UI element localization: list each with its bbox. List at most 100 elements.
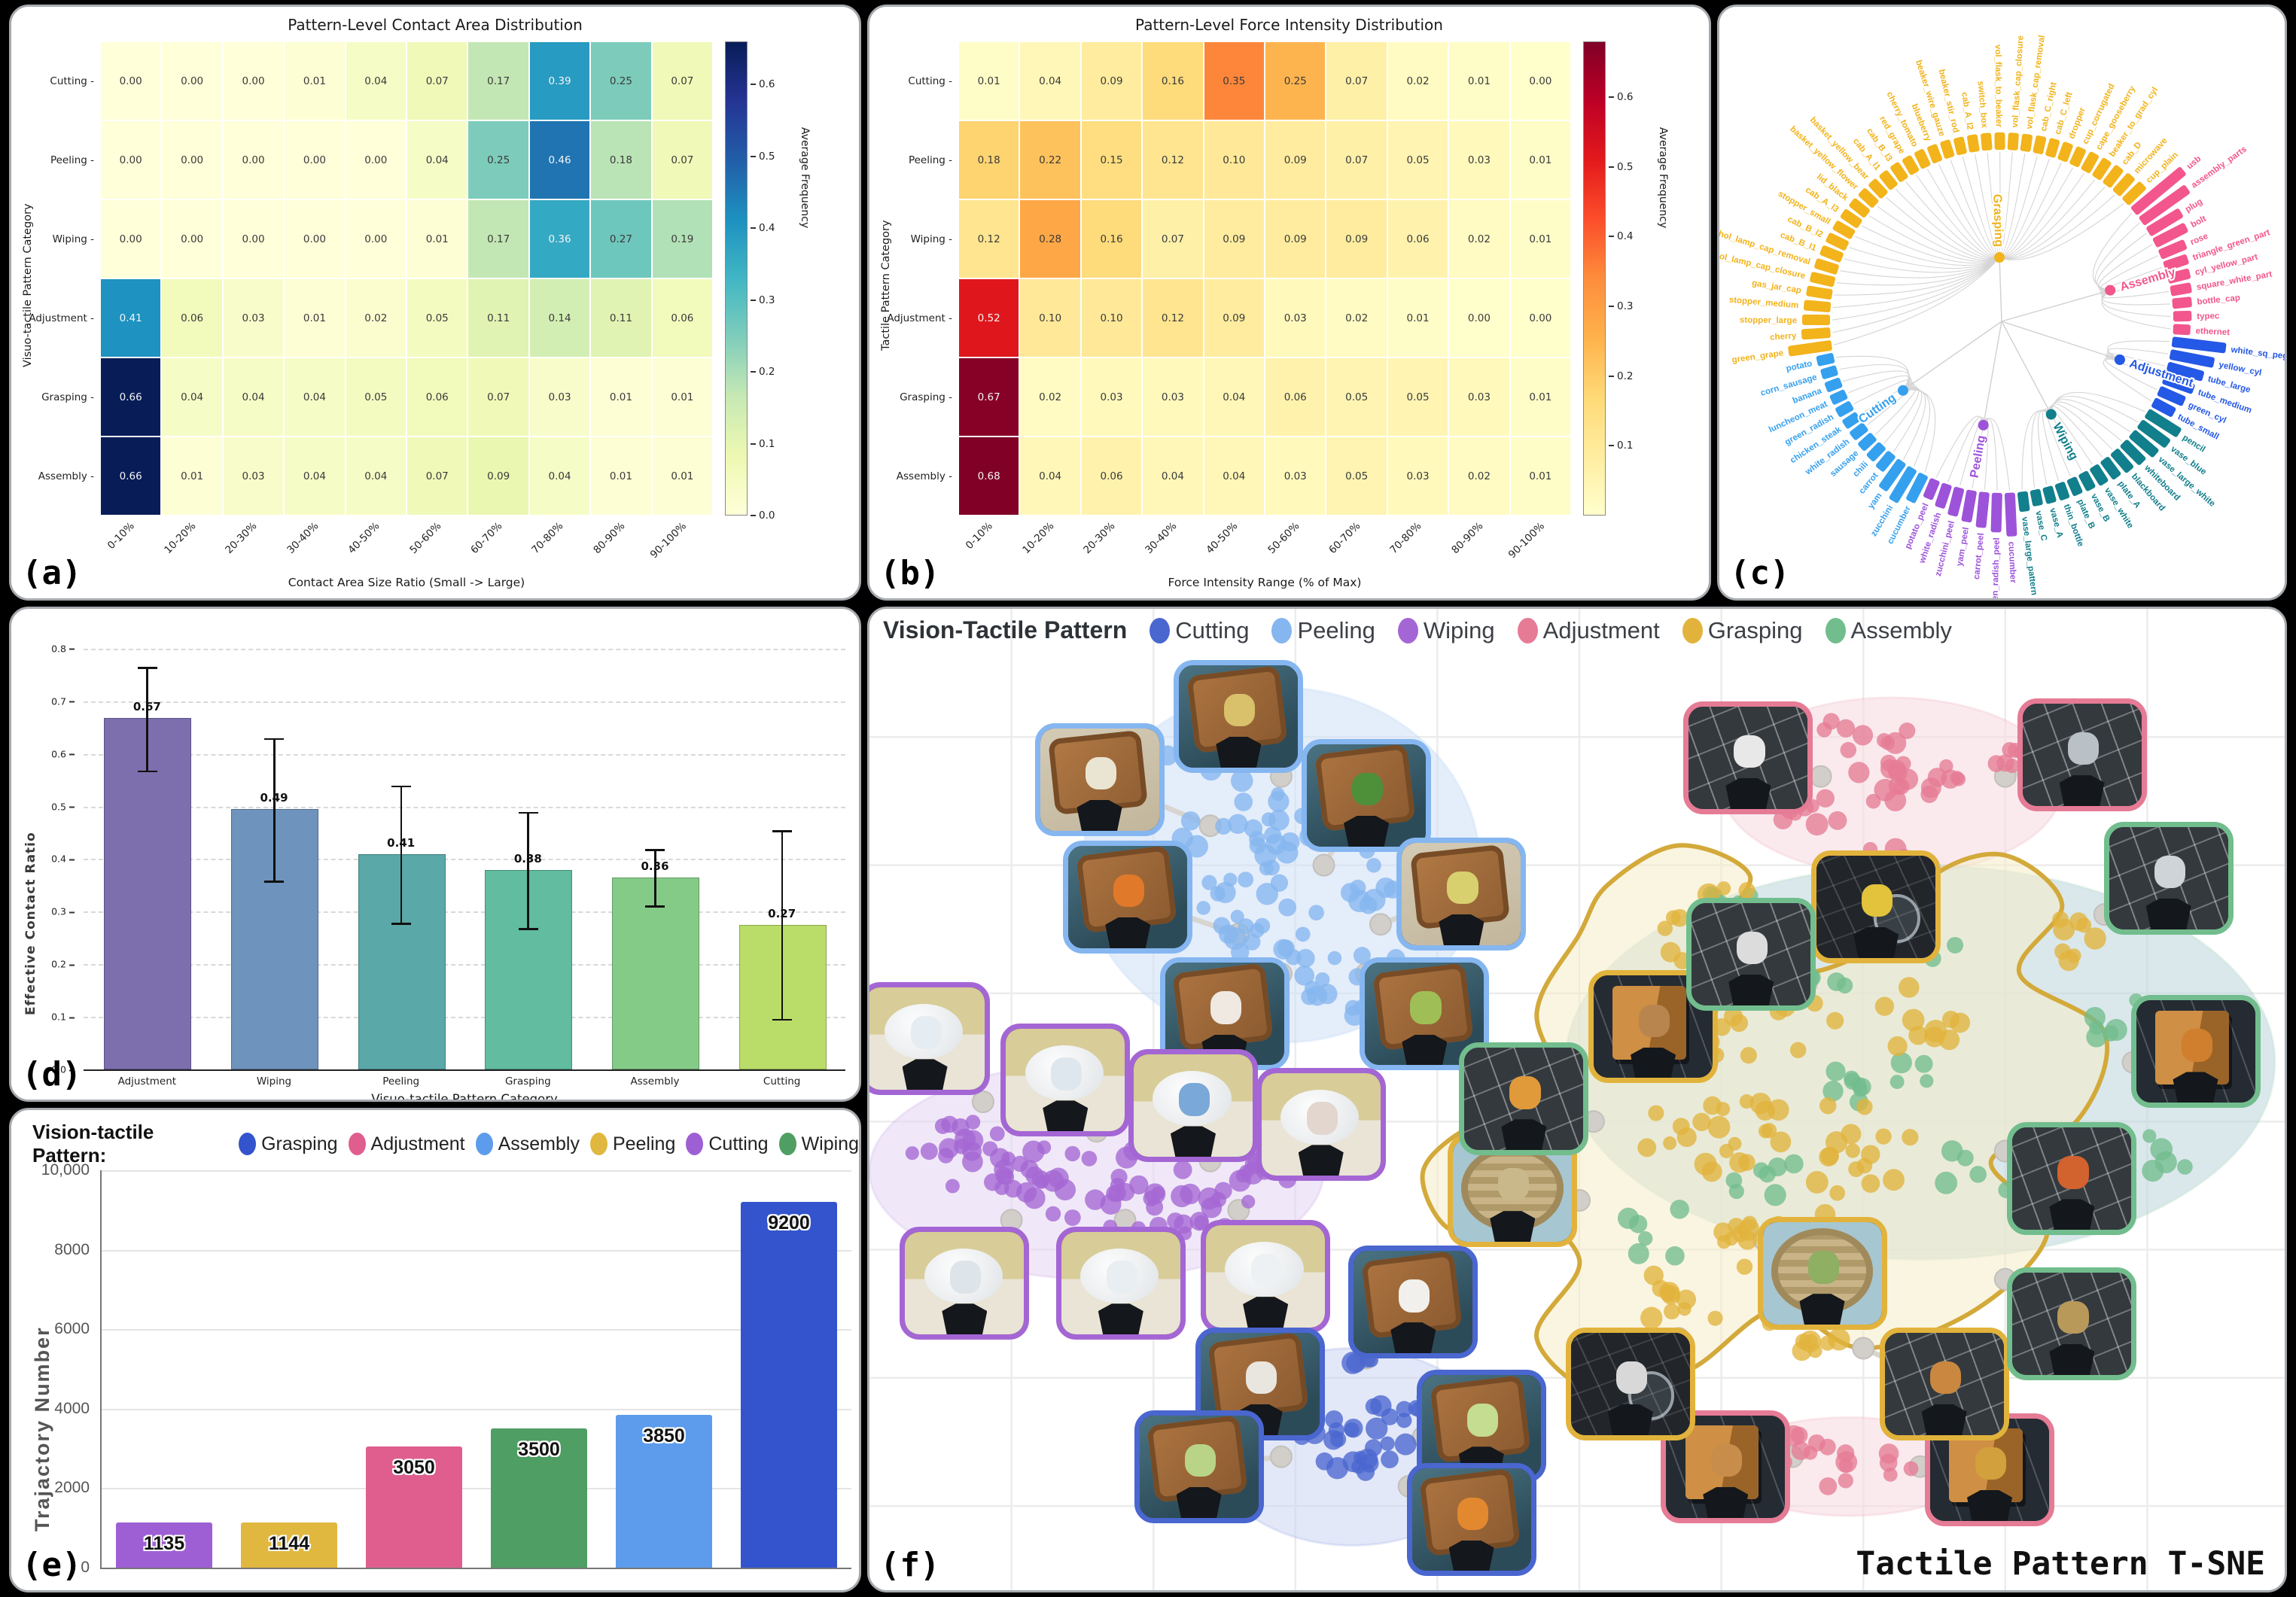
scatter-dot	[1738, 1154, 1755, 1171]
leaf-bar	[1829, 389, 1848, 405]
leaf-bar	[2100, 457, 2121, 480]
leaf-bar	[2137, 420, 2170, 448]
leaf-link	[1844, 257, 2000, 273]
leaf-bar	[1858, 433, 1877, 452]
leaf-link	[1999, 187, 2106, 259]
gripper-shape	[1105, 917, 1151, 948]
gripper-shape	[1076, 799, 1122, 831]
legend-dot	[239, 1133, 257, 1155]
heatmap-cell: 0.07	[1326, 41, 1387, 120]
tsne-thumbnail-wiping	[1201, 1219, 1331, 1333]
heatmap-cell: 0.10	[1080, 278, 1143, 357]
heatmap-cell: 0.00	[222, 120, 285, 199]
colorbar-tick: 0.4	[751, 222, 775, 234]
scene-object	[2067, 732, 2099, 765]
error-cap-bottom	[137, 770, 157, 773]
leaf-bar	[1953, 136, 1967, 156]
heatmap-cell: 0.04	[1019, 41, 1081, 120]
scatter-dot	[1805, 1171, 1829, 1194]
leaf-link	[1902, 388, 1931, 467]
heatmap-cell: 0.04	[345, 41, 407, 120]
scatter-dot	[1234, 792, 1253, 811]
leaf-bar	[2069, 146, 2086, 168]
leaf-link	[1983, 418, 2011, 491]
leaf-link	[1902, 388, 1926, 460]
leaf-bar	[2042, 485, 2057, 504]
leaf-bar	[1801, 327, 1831, 340]
tsne-thumbnail-assembly	[1686, 897, 1816, 1011]
heatmap-cell: 0.03	[1080, 357, 1143, 437]
heatmap-cell: 0.19	[651, 199, 714, 278]
error-bar	[645, 849, 665, 908]
scatter-dot	[1951, 772, 1966, 786]
row-label: Wiping -	[52, 233, 94, 245]
scatter-dot	[1676, 1289, 1697, 1310]
leaf-bar	[2129, 430, 2159, 458]
scatter-dot	[1703, 1096, 1722, 1115]
leaf-bar	[1820, 365, 1838, 379]
scatter-dot	[1828, 811, 1847, 830]
dendrogram-svg: green_grape cherry stopper_large stopper_me…	[1719, 35, 2285, 598]
x-tick-label: Wiping	[256, 1075, 292, 1087]
error-cap-top	[137, 667, 157, 669]
scatter-dot	[941, 1115, 958, 1133]
scatter-dot	[2086, 1027, 2107, 1048]
row-label: Wiping -	[910, 233, 952, 245]
bar	[241, 1522, 337, 1568]
leaf-group: vol_flask_cap_closure	[2007, 35, 2026, 151]
leaf-label: yam_peel	[1955, 527, 1971, 567]
scatter-dot	[1628, 1243, 1649, 1264]
bar-plot: 0.67 0.49 0.41 0.38 0.36 0.27	[84, 622, 845, 1071]
scatter-dot	[1956, 1149, 1974, 1167]
scatter-dot	[1768, 1157, 1787, 1177]
leaf-label: usb	[2185, 154, 2203, 171]
leaf-label: switch_box	[1976, 81, 1989, 129]
y-tick-label: 0.5	[51, 801, 75, 812]
heatmap-cell: 0.04	[1142, 437, 1204, 516]
legend-label: Grasping	[1707, 616, 1803, 643]
leaf-bar	[1806, 285, 1833, 300]
scatter-dot	[945, 1179, 960, 1194]
scatter-dot	[1914, 1054, 1933, 1073]
gripper-shape	[2145, 898, 2191, 929]
scene-object	[1929, 1361, 1961, 1395]
heatmap-grid: 0.01 0.04 0.09 0.16 0.35 0.25 0.07 0.02 0.01 0.00…	[958, 41, 1572, 516]
heatmap-cell: 0.01	[284, 41, 346, 120]
gripper-shape	[1439, 914, 1484, 945]
bar-value-label: 0.27	[768, 906, 796, 920]
scatter-dot	[1927, 768, 1947, 787]
heatmap-cell: 0.06	[1387, 199, 1449, 278]
scatter-dot	[1819, 1477, 1838, 1495]
heatmap-cell: 0.18	[958, 120, 1020, 199]
scatter-dot	[1268, 790, 1290, 813]
scatter-dot	[1037, 1140, 1052, 1154]
scatter-dot	[1323, 1430, 1344, 1450]
leaf-link	[2031, 409, 2052, 488]
scatter-dot	[1064, 1209, 1081, 1226]
cluster-node-dot	[2045, 409, 2057, 420]
leaf-label: cherry	[1770, 331, 1797, 342]
leaf-link	[1834, 257, 2000, 296]
heatmap-cell: 0.11	[590, 278, 652, 357]
leaf-link	[1983, 418, 1998, 491]
scatter-dot	[1694, 1152, 1717, 1176]
tsne-thumbnail-peeling	[1063, 840, 1193, 954]
leaf-bar	[2054, 482, 2070, 500]
leaf-bar	[1849, 198, 1870, 218]
cluster-node-dot	[2105, 284, 2116, 296]
scatter-dot	[1899, 977, 1920, 998]
cluster-label: Wiping	[2050, 421, 2080, 462]
heatmap-cell: 0.00	[100, 199, 162, 278]
legend-dot	[1150, 617, 1171, 643]
col-label-text: 60-70%	[468, 520, 505, 557]
col-label-text: 40-50%	[346, 520, 382, 557]
scene-object	[1975, 1446, 2007, 1480]
scatter-dot	[1848, 762, 1870, 783]
cluster-node-dot	[2114, 354, 2125, 365]
heatmap-cell: 0.00	[222, 41, 285, 120]
scatter-dot	[1692, 1112, 1711, 1132]
leaf-link	[1893, 388, 1923, 452]
heatmap-cell: 0.15	[1080, 120, 1143, 199]
heatmap-cell: 0.03	[222, 278, 285, 357]
panel-contact-area-heatmap: Pattern-Level Contact Area Distribution …	[9, 5, 861, 601]
